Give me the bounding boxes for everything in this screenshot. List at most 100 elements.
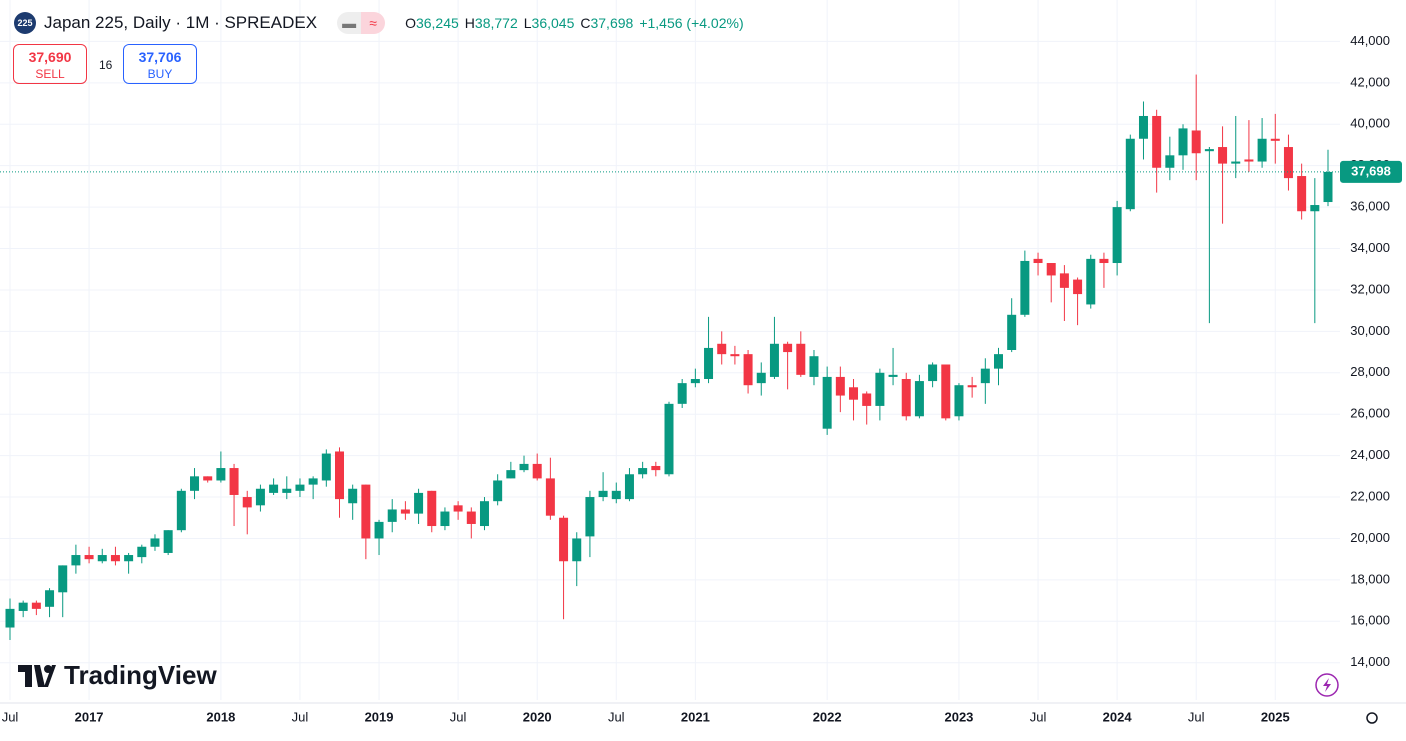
settings-icon [1366, 712, 1378, 724]
candle-body [572, 538, 582, 562]
spread: 16 [99, 58, 113, 72]
candle-body [1165, 155, 1175, 168]
y-tick-label: 26,000 [1350, 406, 1390, 421]
candle-body [71, 555, 81, 566]
candle-body [1152, 115, 1162, 168]
y-tick-label: 42,000 [1350, 74, 1390, 89]
last-price-label: 37,698 [1351, 163, 1391, 178]
candle-body [1099, 258, 1109, 264]
candle-body [862, 393, 872, 406]
symbol-icon: 225 [14, 12, 36, 34]
candle-body [743, 354, 753, 386]
candle-body [1323, 171, 1333, 203]
candle-body [1020, 260, 1030, 315]
candle-body [163, 530, 173, 553]
x-tick-label: Jul [450, 709, 467, 724]
candle-body [545, 478, 555, 516]
candle-body [967, 385, 977, 388]
toggle[interactable]: ▬ ≈ [337, 12, 386, 34]
y-tick-label: 34,000 [1350, 240, 1390, 255]
chart-title[interactable]: Japan 225, Daily · 1M · SPREADEX [44, 13, 318, 32]
watermark: TradingView [18, 660, 217, 691]
x-tick-label: 2017 [75, 709, 104, 724]
y-tick-label: 16,000 [1350, 613, 1390, 628]
y-tick-label: 22,000 [1350, 488, 1390, 503]
candle-body [519, 463, 529, 471]
candle-body [58, 565, 68, 593]
candle-body [110, 555, 120, 562]
candle-body [361, 484, 371, 539]
x-tick-label: 2018 [206, 709, 235, 724]
candle-body [1270, 138, 1280, 141]
x-tick-label: Jul [608, 709, 625, 724]
candle-body [980, 368, 990, 384]
candle-body [1059, 273, 1069, 288]
candle-body [1033, 258, 1043, 264]
toggle-right[interactable]: ≈ [361, 12, 386, 34]
last-price-box [1340, 160, 1402, 183]
candle-body [295, 484, 305, 491]
candle-body [31, 602, 41, 609]
ohlc-key: C [580, 15, 591, 31]
candle-body [348, 488, 358, 504]
candle-body [1112, 207, 1122, 264]
candle-body [901, 378, 911, 417]
ohlc-key: H [464, 15, 475, 31]
x-tick-label: 2023 [944, 709, 973, 724]
y-tick-label: 36,000 [1350, 199, 1390, 214]
candle-body [45, 590, 55, 607]
sell-button[interactable]: 37,690 SELL [13, 44, 87, 84]
ohlc-key: O [405, 15, 416, 31]
ohlc-key: L [523, 15, 532, 31]
ohlc-value: 37,698 [590, 15, 634, 31]
candle-body [994, 354, 1003, 369]
candle-body [1178, 128, 1188, 156]
x-tick-label: 2021 [681, 709, 710, 724]
candle-body [242, 497, 252, 508]
x-tick-label: 2020 [523, 709, 552, 724]
candle-body [849, 387, 859, 400]
candle-body [150, 538, 160, 547]
candle-body [835, 376, 845, 396]
candle-body [783, 343, 793, 353]
candle-body [717, 343, 727, 355]
candle-body [335, 451, 344, 500]
candle-body [1283, 147, 1293, 179]
candle-body [1086, 258, 1096, 305]
candle-body [822, 376, 832, 429]
candle-body [1125, 138, 1135, 210]
candle-body [559, 517, 569, 562]
candle-body [1218, 147, 1228, 164]
candle-body [453, 505, 463, 512]
x-tick-label: Jul [1188, 709, 1205, 724]
candle-body [84, 555, 94, 560]
candle-body [651, 465, 661, 471]
x-tick-label: 2025 [1261, 709, 1290, 724]
candle-body [1046, 263, 1056, 276]
candle-body [928, 364, 938, 382]
candle-body [585, 497, 595, 537]
y-tick-label: 28,000 [1350, 364, 1390, 379]
y-tick-label: 18,000 [1350, 571, 1390, 586]
candle-body [1244, 159, 1254, 162]
ohlc-value: 38,772 [474, 15, 518, 31]
buy-button[interactable]: 37,706 BUY [123, 44, 197, 84]
x-tick-label: 2024 [1103, 709, 1133, 724]
candle-body [374, 521, 384, 539]
ohlc-value: 36,245 [415, 15, 459, 31]
candle-body [677, 383, 687, 404]
candle-body [1204, 149, 1214, 152]
candle-body [203, 476, 213, 481]
toggle-left[interactable]: ▬ [337, 12, 362, 34]
x-tick-label: Jul [292, 709, 309, 724]
candle-body [400, 509, 410, 514]
candle-body [255, 488, 265, 506]
candle-body [756, 372, 766, 384]
sell-price: 37,690 [28, 49, 72, 65]
candle-body [598, 490, 608, 498]
candle-body [269, 484, 279, 493]
candle-body [809, 356, 819, 377]
y-tick-label: 14,000 [1350, 654, 1390, 669]
bolt-glyph [1323, 678, 1331, 692]
